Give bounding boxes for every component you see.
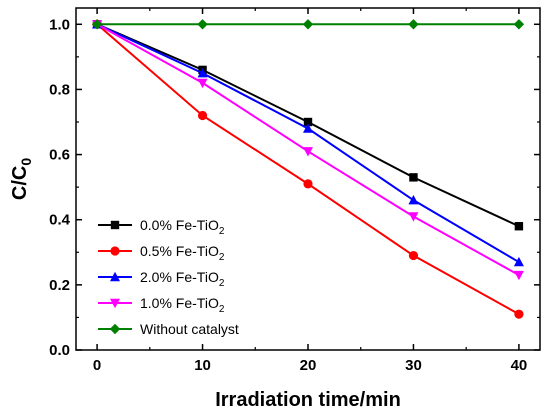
legend-entry: 2.0% Fe-TiO2: [98, 269, 225, 289]
x-axis-title: Irradiation time/min: [215, 389, 401, 411]
data-point: [409, 173, 418, 182]
series-3: [92, 20, 524, 281]
legend-label-text: 0.0% Fe-TiO: [140, 217, 219, 233]
legend-label-subscript: 2: [219, 278, 225, 289]
y-tick-label: 0.2: [49, 277, 70, 294]
legend-label-text: 0.5% Fe-TiO: [140, 243, 219, 259]
y-tick-label: 1.0: [49, 16, 70, 33]
legend-entry: Without catalyst: [98, 321, 239, 337]
series-2: [92, 19, 524, 267]
y-axis-title: C/C0: [9, 158, 34, 200]
legend-marker: [110, 220, 120, 230]
legend-label-text: 2.0% Fe-TiO: [140, 269, 219, 285]
data-point: [197, 78, 208, 89]
legend-marker: [110, 298, 120, 309]
data-point: [514, 309, 524, 319]
legend-label: 0.0% Fe-TiO2: [140, 217, 225, 237]
x-tick-label: 40: [511, 357, 528, 374]
legend-marker: [110, 271, 120, 282]
y-axis-title-subscript: 0: [18, 158, 34, 166]
legend-label-subscript: 2: [219, 226, 225, 237]
legend-entry: 1.0% Fe-TiO2: [98, 295, 225, 315]
data-point: [91, 19, 103, 30]
data-point: [303, 123, 313, 133]
legend-label-subscript: 2: [219, 304, 225, 315]
legend-label: 0.5% Fe-TiO2: [140, 243, 225, 263]
legend-label: 1.0% Fe-TiO2: [140, 295, 225, 315]
legend-label-text: Without catalyst: [140, 321, 239, 337]
y-tick-label: 0.0: [49, 342, 70, 359]
y-tick-label: 0.4: [49, 212, 71, 229]
data-point: [513, 256, 524, 267]
legend-label: 2.0% Fe-TiO2: [140, 269, 225, 289]
y-tick-label: 0.6: [49, 147, 70, 164]
x-tick-label: 10: [194, 357, 211, 374]
data-point: [408, 212, 419, 222]
y-tick-label: 0.8: [49, 81, 70, 98]
data-point: [302, 19, 314, 30]
data-point: [303, 147, 313, 157]
data-point: [303, 179, 313, 189]
data-point: [303, 117, 313, 127]
legend-entry: 0.0% Fe-TiO2: [98, 217, 225, 237]
x-tick-label: 30: [405, 357, 422, 374]
legend-label: Without catalyst: [140, 321, 239, 337]
data-point: [197, 110, 208, 121]
legend-marker: [109, 323, 121, 335]
data-point: [513, 270, 524, 281]
y-axis-title-main: C/C: [9, 166, 31, 200]
data-point: [408, 250, 419, 261]
data-point: [197, 67, 208, 78]
series-4: [91, 19, 525, 30]
legend-entry: 0.5% Fe-TiO2: [98, 243, 225, 263]
data-point: [514, 222, 524, 231]
data-point: [408, 194, 419, 205]
legend-marker: [110, 246, 120, 256]
x-tick-label: 20: [300, 357, 317, 374]
data-point: [408, 19, 419, 30]
legend-label-subscript: 2: [219, 252, 225, 263]
data-point: [513, 19, 525, 30]
data-point: [197, 19, 208, 30]
legend-label-text: 1.0% Fe-TiO: [140, 295, 219, 311]
x-tick-label: 0: [93, 357, 101, 374]
